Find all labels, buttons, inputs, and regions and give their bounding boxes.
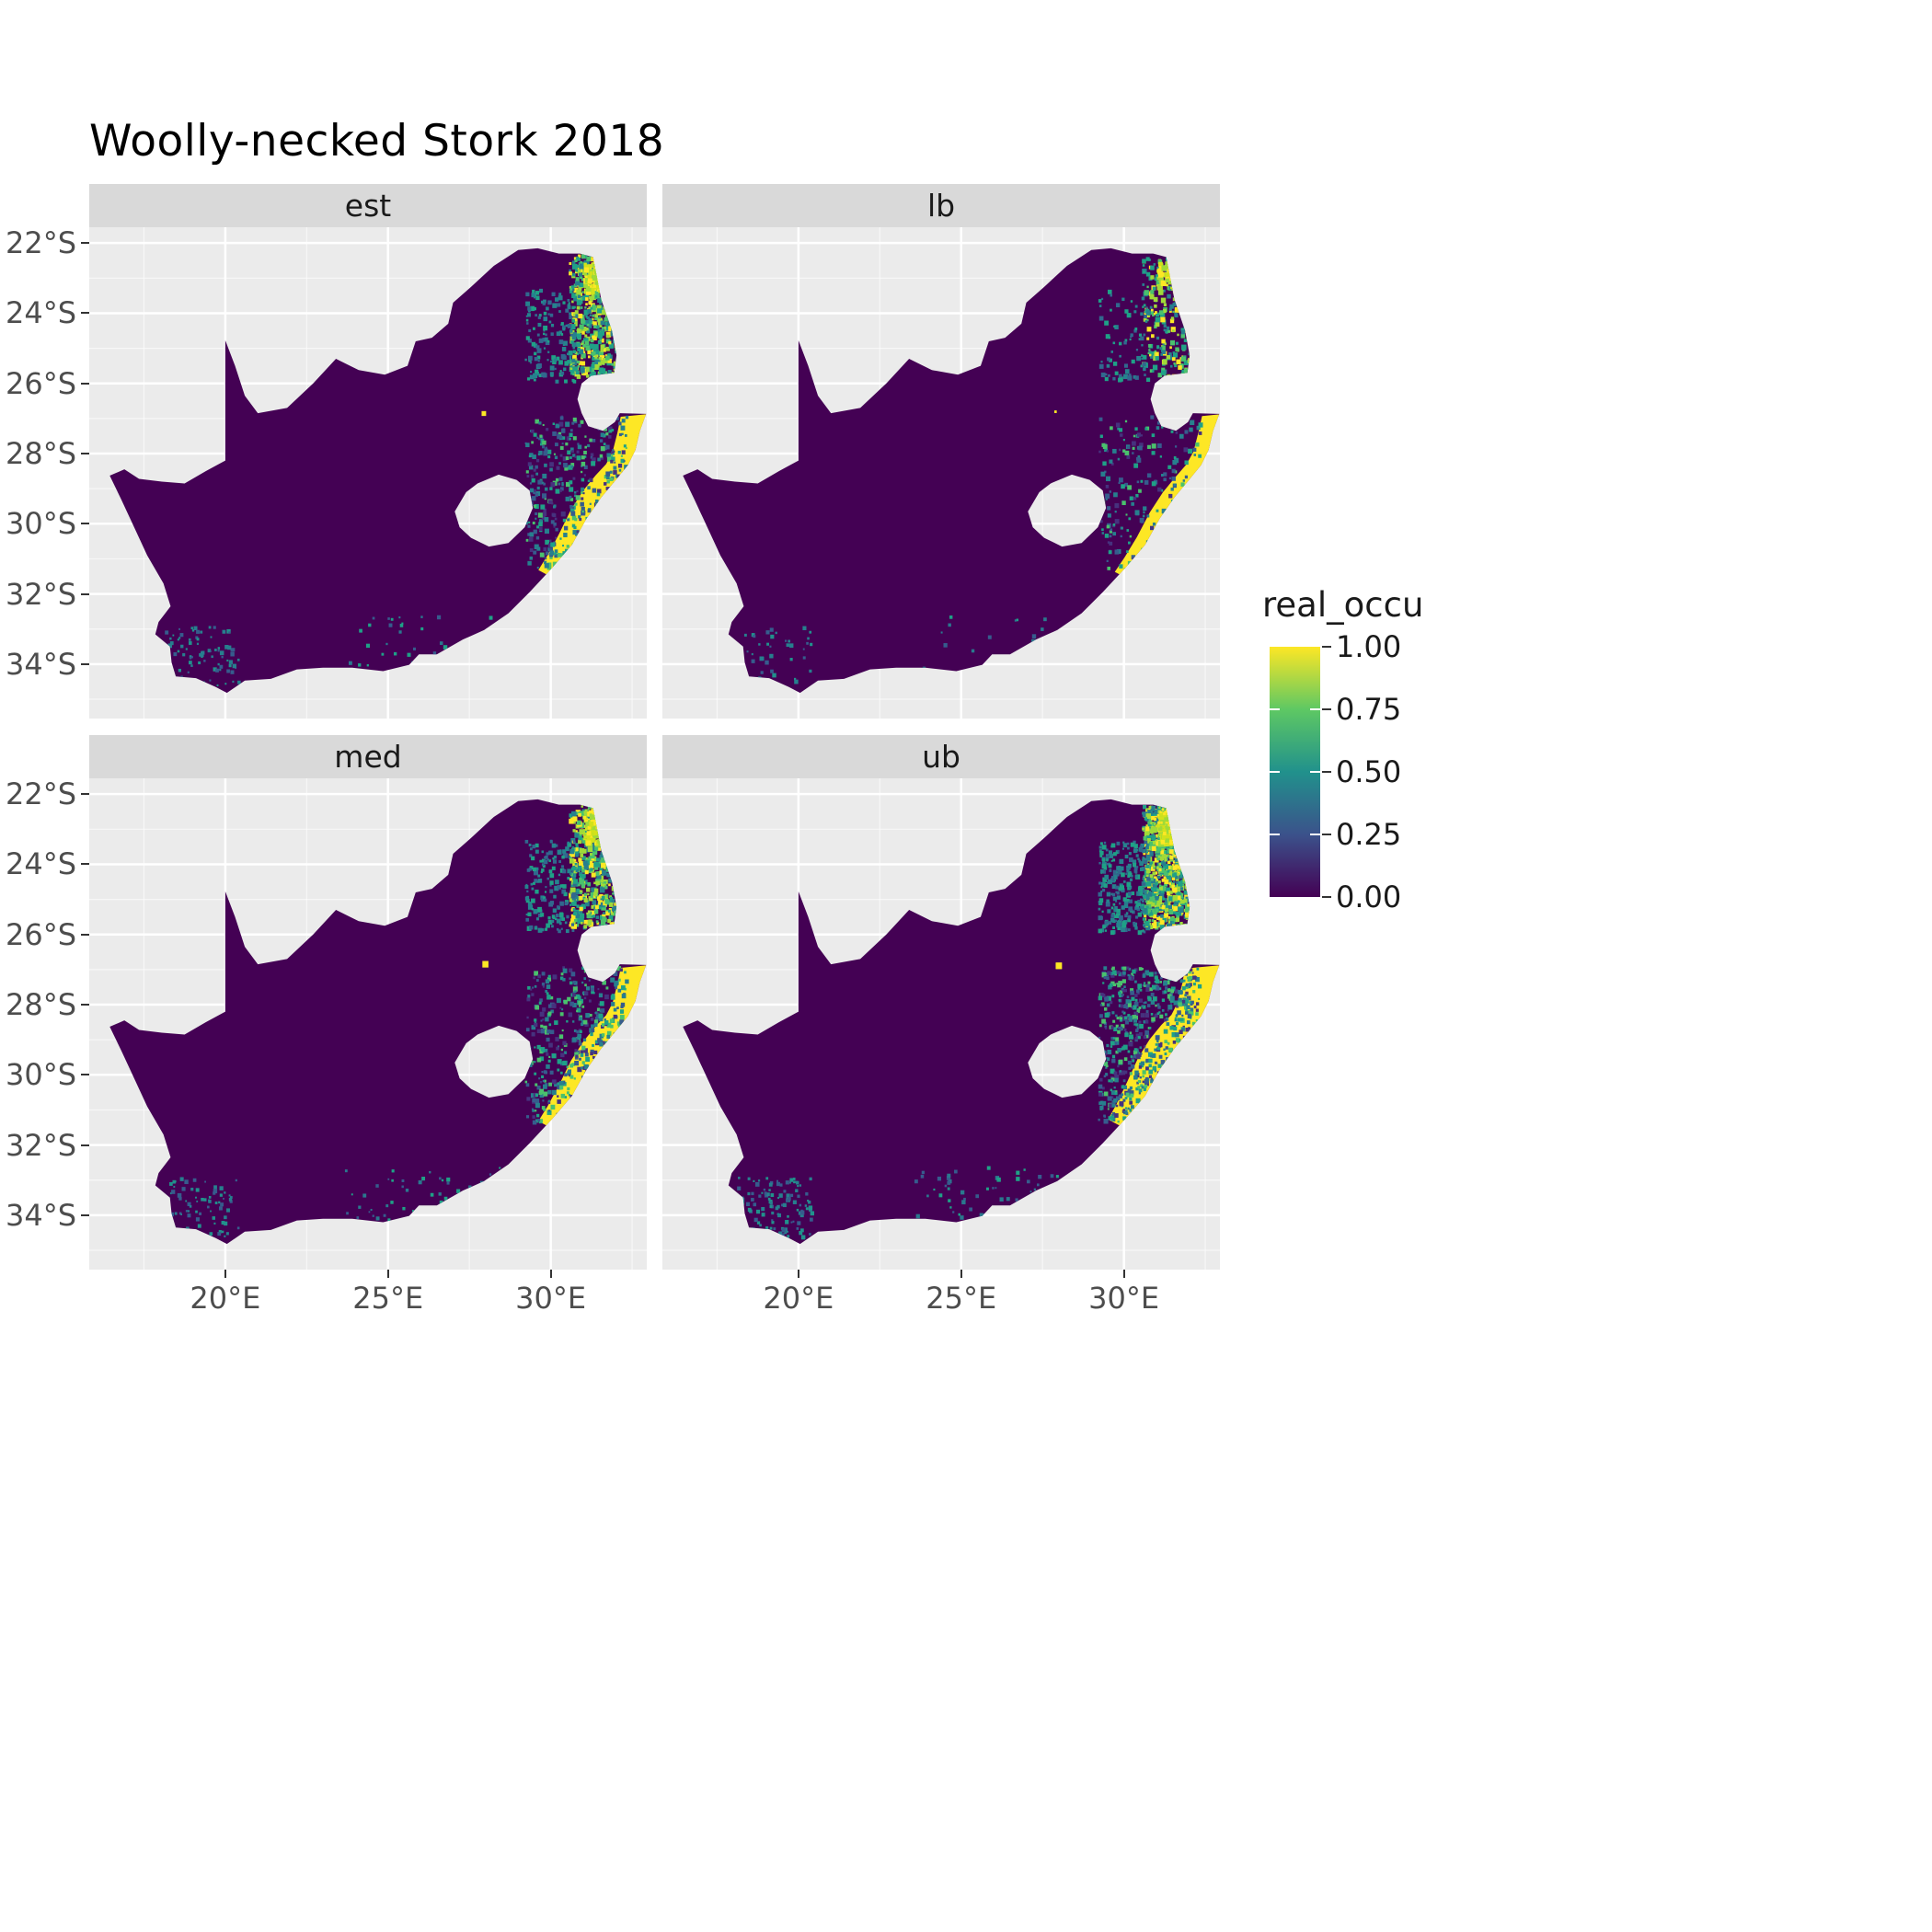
x-tick-mark: [549, 1270, 552, 1278]
facet-panel-ub: [662, 778, 1220, 1270]
x-tick-label: 30°E: [515, 1281, 587, 1316]
facet-label: med: [334, 739, 402, 775]
south-africa-raster: [683, 247, 1220, 694]
legend-tick-mark: [1322, 896, 1331, 898]
legend-tick-mark: [1322, 834, 1331, 835]
y-tick-label: 28°S: [5, 436, 76, 472]
y-tick-mark: [81, 312, 89, 315]
y-tick-mark: [81, 1004, 89, 1006]
south-africa-raster: [109, 799, 647, 1245]
x-tick-label: 25°E: [352, 1281, 424, 1316]
legend-inner-tick: [1270, 708, 1280, 710]
y-tick-mark: [81, 1213, 89, 1216]
facet-label: est: [344, 188, 392, 224]
y-tick-label: 32°S: [5, 1127, 76, 1163]
legend-tick-label: 0.25: [1336, 817, 1402, 852]
facet-panel-lb: [662, 227, 1220, 719]
y-tick-label: 24°S: [5, 846, 76, 882]
legend-tick-mark: [1322, 646, 1331, 648]
legend-tick-label: 0.75: [1336, 692, 1402, 727]
y-tick-label: 26°S: [5, 916, 76, 952]
legend-inner-tick: [1310, 771, 1320, 773]
legend-tick-label: 1.00: [1336, 629, 1402, 664]
y-tick-label: 22°S: [5, 776, 76, 812]
y-tick-mark: [81, 242, 89, 245]
y-tick-label: 30°S: [5, 1057, 76, 1093]
south-africa-raster: [683, 799, 1220, 1245]
y-tick-label: 32°S: [5, 576, 76, 612]
y-tick-label: 24°S: [5, 295, 76, 331]
y-tick-mark: [81, 592, 89, 595]
facet-panel-med: [89, 778, 647, 1270]
y-tick-label: 34°S: [5, 646, 76, 682]
facet-strip-med: med: [89, 735, 647, 778]
y-tick-mark: [81, 382, 89, 385]
legend-tick-mark: [1322, 708, 1331, 710]
y-tick-label: 30°S: [5, 506, 76, 542]
x-tick-mark: [797, 1270, 799, 1278]
legend-inner-tick: [1310, 834, 1320, 835]
facet-label: ub: [922, 739, 960, 775]
facet-panel-est: [89, 227, 647, 719]
south-africa-raster: [109, 247, 647, 694]
y-tick-label: 28°S: [5, 987, 76, 1023]
y-tick-mark: [81, 793, 89, 796]
legend-inner-tick: [1310, 708, 1320, 710]
x-tick-mark: [224, 1270, 226, 1278]
y-tick-mark: [81, 1074, 89, 1076]
legend-tick-label: 0.00: [1336, 880, 1402, 914]
legend-inner-tick: [1270, 834, 1280, 835]
y-tick-mark: [81, 662, 89, 665]
x-tick-label: 25°E: [926, 1281, 997, 1316]
y-tick-mark: [81, 933, 89, 936]
x-tick-mark: [386, 1270, 389, 1278]
facet-strip-lb: lb: [662, 184, 1220, 227]
y-tick-mark: [81, 863, 89, 866]
legend-inner-tick: [1270, 771, 1280, 773]
plot-title: Woolly-necked Stork 2018: [89, 116, 665, 167]
legend-colorbar: [1270, 647, 1320, 897]
x-tick-mark: [1122, 1270, 1125, 1278]
y-tick-mark: [81, 1144, 89, 1146]
y-tick-label: 22°S: [5, 225, 76, 261]
y-tick-label: 26°S: [5, 365, 76, 401]
legend-title: real_occu: [1262, 585, 1424, 625]
legend-tick-label: 0.50: [1336, 754, 1402, 789]
y-tick-label: 34°S: [5, 1197, 76, 1233]
x-tick-label: 20°E: [763, 1281, 834, 1316]
legend-tick-mark: [1322, 771, 1331, 773]
facet-strip-ub: ub: [662, 735, 1220, 778]
x-tick-label: 20°E: [190, 1281, 261, 1316]
y-tick-mark: [81, 453, 89, 455]
x-tick-mark: [960, 1270, 962, 1278]
facet-strip-est: est: [89, 184, 647, 227]
x-tick-label: 30°E: [1088, 1281, 1160, 1316]
y-tick-mark: [81, 523, 89, 525]
facet-label: lb: [926, 188, 956, 224]
